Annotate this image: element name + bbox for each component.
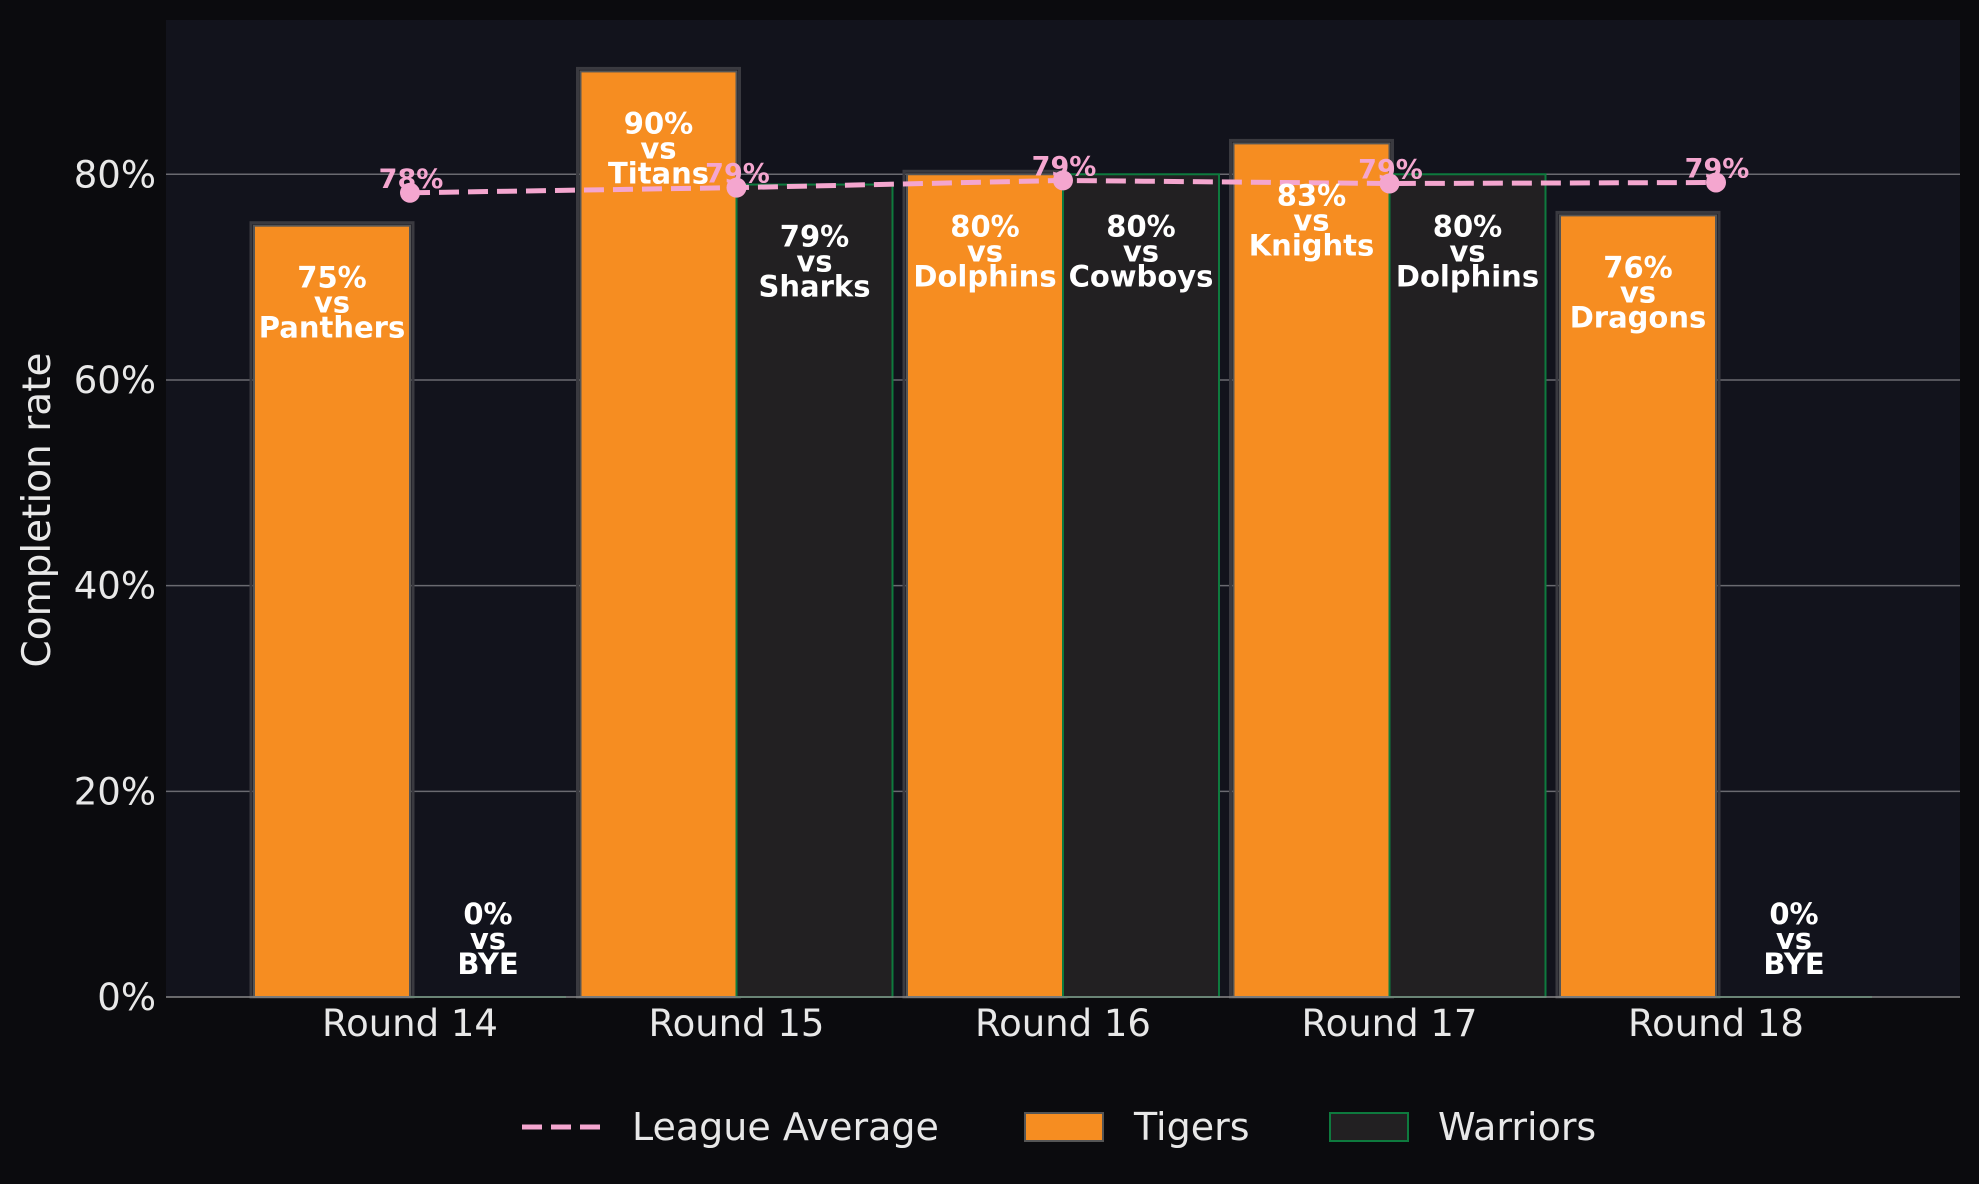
legend-label: League Average (632, 1105, 939, 1149)
warriors-bar-label: vs (796, 245, 832, 279)
league-average-label: 78% (379, 164, 444, 195)
tigers-bar-label: Dolphins (913, 259, 1056, 293)
tigers-bar (579, 70, 738, 998)
league-average-label: 79% (1032, 151, 1097, 182)
warriors-bar-label: BYE (457, 947, 518, 981)
legend-swatch-warriors (1329, 1112, 1409, 1142)
y-tick-label: 40% (74, 565, 156, 608)
warriors-bar-label: vs (1123, 234, 1159, 268)
y-tick-label: 60% (74, 359, 156, 402)
tigers-bar-label: vs (640, 131, 676, 165)
tigers-bar-label: Titans (608, 156, 709, 190)
tigers-bar (1559, 214, 1717, 998)
x-tick-label: Round 16 (975, 1002, 1151, 1045)
warriors-bar-label: BYE (1763, 947, 1824, 981)
x-tick-label: Round 14 (322, 1002, 498, 1045)
tigers-bar (1232, 142, 1391, 998)
tigers-bar (906, 173, 1064, 998)
warriors-bar-label: vs (470, 922, 506, 956)
league-average-point (400, 182, 420, 203)
league-average-label: 79% (1685, 153, 1750, 184)
legend-label: Warriors (1438, 1105, 1596, 1149)
warriors-bar-label: 0% (1769, 897, 1818, 931)
tigers-bar-label: vs (314, 286, 350, 320)
x-axis-ticks: Round 14 Round 15 Round 16 Round 17 Round 18 (322, 1002, 1804, 1045)
x-tick-label: Round 17 (1302, 1002, 1478, 1045)
legend: League Average Tigers Warriors (522, 1105, 1596, 1149)
league-average-point (1706, 172, 1726, 193)
tigers-bar-label: 76% (1603, 250, 1672, 284)
warriors-bar-label: vs (1449, 234, 1485, 268)
warriors-bar (735, 183, 894, 998)
x-tick-label: Round 18 (1628, 1002, 1804, 1045)
legend-label: Tigers (1133, 1105, 1250, 1149)
league-average-point (726, 177, 747, 198)
warriors-bar-label: Cowboys (1069, 259, 1214, 293)
tigers-bar-label: vs (1620, 275, 1656, 309)
legend-swatch-tigers (1024, 1112, 1104, 1142)
warriors-bar (1062, 173, 1220, 998)
warriors-bar-label: 80% (1433, 209, 1502, 243)
warriors-bar-label: 79% (780, 220, 849, 254)
bars (249, 66, 1872, 999)
league-average-point (1053, 170, 1073, 191)
y-tick-label: 80% (74, 153, 156, 196)
tigers-bar-label: Dragons (1570, 300, 1707, 334)
tigers-bar-label: vs (967, 234, 1003, 268)
tigers-bar-label: Knights (1249, 228, 1375, 262)
league-average-point (1379, 173, 1400, 194)
y-tick-label: 20% (74, 770, 156, 813)
warriors-bar-label: 0% (463, 897, 512, 931)
warriors-bar (1388, 173, 1547, 998)
y-axis-title: Completion rate (15, 353, 60, 668)
warriors-bar-label: 80% (1106, 209, 1175, 243)
x-tick-label: Round 15 (649, 1002, 825, 1045)
warriors-bar-label: Dolphins (1396, 259, 1539, 293)
bar-labels: 75%vsPanthers90%vsTitans80%vsDolphins83%… (259, 106, 1825, 981)
warriors-bar-label: vs (1776, 922, 1812, 956)
y-tick-label: 0% (97, 976, 156, 1019)
tigers-bar-label: 90% (624, 106, 693, 140)
tigers-bar-label: 75% (297, 261, 366, 295)
tigers-bar-label: 80% (950, 209, 1019, 243)
tigers-bar-label: vs (1293, 203, 1329, 237)
league-average-series: 78% 79% 79% 79% 79% (379, 151, 1750, 203)
warriors-bar-label: Sharks (759, 270, 871, 304)
y-axis-ticks: 0% 20% 40% 60% 80% (74, 153, 156, 1019)
league-average-label: 79% (1358, 155, 1423, 186)
tigers-bar-label: 83% (1277, 178, 1346, 212)
tigers-bar-label: Panthers (259, 311, 405, 345)
league-average-label: 79% (705, 159, 770, 190)
